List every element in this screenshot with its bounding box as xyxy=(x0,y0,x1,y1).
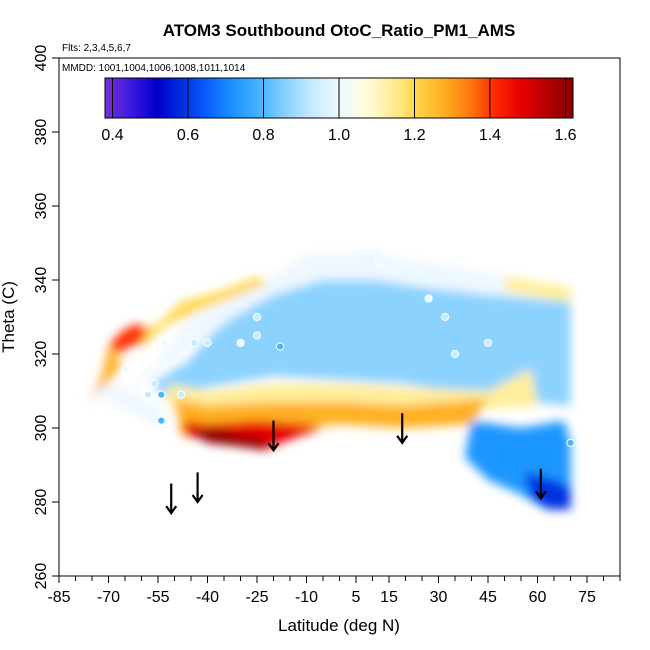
y-axis: 260 280 300 320 340 360 380 400 xyxy=(33,45,59,590)
y-tick-label: 320 xyxy=(33,341,50,368)
y-tick-label: 360 xyxy=(33,193,50,220)
flight-arrow xyxy=(534,468,547,501)
y-tick-label: 380 xyxy=(33,119,50,146)
colorbar-tick-label: 1.0 xyxy=(328,127,350,144)
colorbar-tick-label: 1.4 xyxy=(479,127,501,144)
heatmap-field xyxy=(88,254,571,510)
flight-arrow xyxy=(396,413,409,445)
y-tick-label: 300 xyxy=(33,415,50,442)
sample-marker xyxy=(252,312,262,322)
sample-marker xyxy=(120,364,130,373)
x-tick-label: 30 xyxy=(430,589,448,606)
x-tick-label: -85 xyxy=(47,589,70,606)
heatmap-region-lower-red-core xyxy=(184,420,323,451)
heatmap-region-upper-yellow-edge xyxy=(134,276,267,347)
sample-marker xyxy=(483,338,493,347)
x-tick-label: -70 xyxy=(97,589,120,606)
flights-label: Flts: 2,3,4,5,6,7 xyxy=(62,43,131,54)
sample-marker xyxy=(144,390,153,399)
y-tick-label: 400 xyxy=(33,45,50,72)
flight-arrow xyxy=(267,420,280,453)
y-axis-title: Theta (C) xyxy=(0,281,18,353)
x-tick-label: 75 xyxy=(578,589,596,606)
heatmap-region-left-orange-fringe xyxy=(88,346,122,399)
heatmap-region-left-red-edge xyxy=(108,324,149,354)
sample-marker xyxy=(111,394,120,403)
x-tick-label: 15 xyxy=(380,589,398,606)
y-tick-label: 340 xyxy=(33,267,50,294)
colorbar-tick-label: 0.4 xyxy=(101,127,123,144)
heatmap-region-lower-warm-band xyxy=(167,368,538,410)
heatmap-region-upper-light-band xyxy=(115,254,571,399)
sample-marker xyxy=(236,338,245,347)
sample-marker xyxy=(566,438,575,447)
heatmap-region-dark-red-tip xyxy=(191,428,267,451)
sample-marker xyxy=(450,349,460,359)
heatmap-region-left-light-tail xyxy=(88,383,168,428)
sample-marker xyxy=(252,331,262,340)
y-tick-label: 280 xyxy=(33,489,50,516)
sample-marker xyxy=(150,379,159,388)
chart-title: ATOM3 Southbound OtoC_Ratio_PM1_AMS xyxy=(163,21,516,40)
sample-marker xyxy=(157,390,166,399)
heatmap-region-right-yellow-edge xyxy=(504,276,571,303)
y-tick-label: 260 xyxy=(33,563,50,590)
x-axis-title: Latitude (deg N) xyxy=(278,616,400,635)
flight-arrows xyxy=(165,413,547,515)
colorbar-ticks: 0.4 0.6 0.8 1.0 1.2 1.4 1.6 xyxy=(101,78,577,144)
colorbar-tick-label: 0.8 xyxy=(252,127,274,144)
sample-marker xyxy=(190,338,199,347)
sample-marker xyxy=(160,338,169,347)
x-tick-label: -40 xyxy=(196,589,219,606)
x-tick-label: 5 xyxy=(352,589,361,606)
sample-marker xyxy=(375,257,384,266)
colorbar: 0.4 0.6 0.8 1.0 1.2 1.4 1.6 xyxy=(101,77,577,144)
x-tick-label: -55 xyxy=(146,589,169,606)
sample-marker xyxy=(424,294,433,303)
colorbar-tick-label: 1.2 xyxy=(403,127,425,144)
sample-marker xyxy=(441,312,450,322)
x-tick-label: 60 xyxy=(529,589,547,606)
colorbar-tick-label: 1.6 xyxy=(554,127,576,144)
mmdd-label: MMDD: 1001,1004,1006,1008,1011,1014 xyxy=(62,63,246,74)
x-tick-label: -25 xyxy=(245,589,268,606)
sample-marker xyxy=(203,338,212,347)
heatmap-region-lower-right-deep-blue xyxy=(524,472,571,510)
flight-arrow xyxy=(165,483,178,515)
colorbar-tick-label: 0.6 xyxy=(177,127,199,144)
x-axis: -85 -70 -55 -40 -25 -10 5 15 30 45 60 75 xyxy=(47,576,621,606)
sample-marker xyxy=(157,416,166,425)
sample-marker xyxy=(276,342,285,351)
heatmap-regions xyxy=(88,254,571,510)
x-tick-label: 45 xyxy=(479,589,497,606)
sample-marker xyxy=(177,390,186,399)
sample-markers xyxy=(111,257,575,447)
x-tick-label: -10 xyxy=(295,589,318,606)
flight-arrow xyxy=(191,472,204,504)
